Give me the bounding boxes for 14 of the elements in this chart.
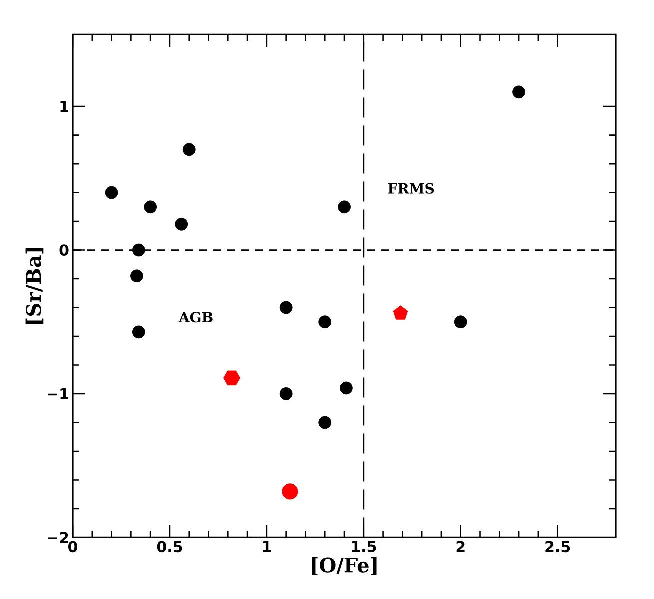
- annotation: AGB: [178, 312, 213, 323]
- y-tick-label: −1: [48, 388, 68, 400]
- x-tick-label: 2: [456, 541, 465, 552]
- x-tick-label: 1.5: [352, 541, 376, 552]
- x-tick-label: 0.5: [157, 541, 182, 553]
- y-tick-label: 0: [60, 244, 69, 256]
- x-tick-label: 2.5: [546, 541, 570, 553]
- y-tick-label: −2: [48, 532, 68, 544]
- x-tick-label: 1: [263, 541, 272, 552]
- x-axis-title: [O/Fe]: [312, 557, 377, 576]
- x-tick-label: 0: [68, 541, 78, 553]
- y-axis-title: [Sr/Ba]: [26, 248, 44, 324]
- annotation: FRMS: [388, 183, 434, 194]
- y-tick-label: 1: [60, 101, 68, 112]
